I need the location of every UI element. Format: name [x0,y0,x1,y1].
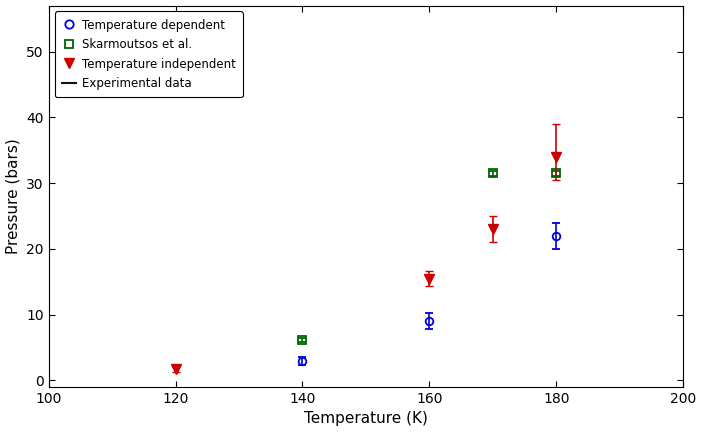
Legend: Temperature dependent, Skarmoutsos et al., Temperature independent, Experimental: Temperature dependent, Skarmoutsos et al… [55,12,243,97]
Y-axis label: Pressure (bars): Pressure (bars) [6,138,20,254]
X-axis label: Temperature (K): Temperature (K) [304,411,428,426]
